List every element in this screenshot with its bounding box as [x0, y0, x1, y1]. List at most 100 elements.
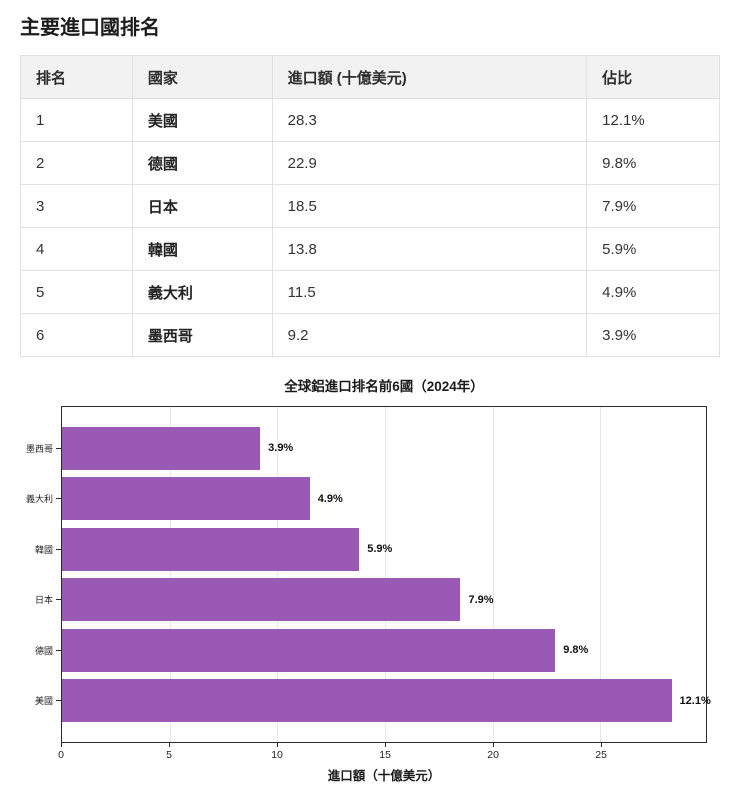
- cell-amount: 28.3: [271, 98, 588, 142]
- cell-share: 9.8%: [586, 141, 720, 185]
- cell-country: 韓國: [131, 227, 273, 271]
- y-axis-category-label: 義大利: [25, 494, 53, 505]
- cell-country: 義大利: [131, 270, 273, 314]
- cell-amount: 11.5: [271, 270, 588, 314]
- y-axis-tick: [56, 498, 61, 500]
- x-axis-tick-label: 20: [487, 749, 499, 761]
- bar-value-label: 7.9%: [468, 593, 494, 606]
- x-axis-tick-label: 5: [166, 749, 172, 761]
- table-header: 排名 國家 進口額 (十億美元) 佔比: [20, 55, 720, 99]
- x-axis-tick: [61, 743, 62, 747]
- importers-table: 排名 國家 進口額 (十億美元) 佔比 1 美國 28.3 12.1% 2 德國 22.9 9…: [20, 55, 720, 357]
- chart-x-axis-title: 進口額（十億美元）: [327, 769, 441, 783]
- cell-amount: 9.2: [271, 313, 588, 357]
- bar-row: 4.9%: [62, 474, 706, 525]
- cell-share: 5.9%: [586, 227, 720, 271]
- cell-rank: 4: [20, 227, 133, 271]
- x-axis-tick-label: 25: [595, 749, 607, 761]
- table-header-row: 排名 國家 進口額 (十億美元) 佔比: [20, 55, 720, 99]
- y-axis-label-row: 日本: [20, 575, 61, 626]
- chart-bar: [62, 578, 461, 622]
- cell-rank: 5: [20, 270, 133, 314]
- cell-share: 3.9%: [586, 313, 720, 357]
- x-axis-tick: [493, 743, 495, 747]
- chart-x-axis: 0 5 10 15 20 25: [58, 743, 707, 765]
- x-axis-tick: [385, 743, 387, 747]
- x-axis-tick-label: 0: [58, 749, 64, 761]
- header-rank: 排名: [20, 55, 133, 99]
- y-axis-label-row: 韓國: [20, 524, 61, 575]
- y-axis-tick: [56, 548, 61, 550]
- bar-value-label: 12.1%: [679, 694, 711, 707]
- header-amount: 進口額 (十億美元): [271, 55, 588, 99]
- cell-rank: 1: [20, 98, 133, 142]
- x-axis-tick: [601, 743, 603, 747]
- chart-bar: [62, 477, 310, 521]
- bar-row: 5.9%: [62, 524, 706, 575]
- gridline: [600, 407, 602, 742]
- bar-row: 7.9%: [62, 575, 706, 626]
- table-row: 5 義大利 11.5 4.9%: [20, 270, 720, 314]
- gridline: [492, 407, 494, 742]
- chart-bar: [62, 527, 360, 571]
- bar-row: 12.1%: [62, 676, 711, 727]
- y-axis-tick: [56, 599, 61, 601]
- cell-share: 7.9%: [586, 184, 720, 228]
- table-row: 6 墨西哥 9.2 3.9%: [20, 313, 720, 357]
- cell-country: 墨西哥: [131, 313, 273, 357]
- y-axis-tick: [56, 649, 61, 651]
- bar-value-label: 5.9%: [367, 543, 393, 556]
- chart-y-axis-labels: 墨西哥義大利韓國日本德國美國: [20, 423, 61, 726]
- y-axis-label-row: 美國: [20, 676, 61, 727]
- header-share: 佔比: [586, 55, 720, 99]
- cell-rank: 2: [20, 141, 133, 185]
- cell-share: 12.1%: [586, 98, 720, 142]
- cell-amount: 13.8: [271, 227, 588, 271]
- cell-amount: 18.5: [271, 184, 588, 228]
- y-axis-label-row: 德國: [20, 625, 61, 676]
- y-axis-tick: [56, 447, 61, 449]
- gridline: [385, 407, 387, 742]
- chart-bar: [62, 426, 261, 470]
- cell-amount: 22.9: [271, 141, 588, 185]
- x-axis-tick: [277, 743, 279, 747]
- chart-title: 全球鋁進口排名前6國（2024年）: [284, 379, 484, 394]
- table-row: 2 德國 22.9 9.8%: [20, 141, 720, 185]
- y-axis-category-label: 美國: [34, 696, 53, 707]
- y-axis-category-label: 德國: [34, 645, 53, 656]
- cell-rank: 3: [20, 184, 133, 228]
- cell-country: 德國: [131, 141, 273, 185]
- chart-bar: [62, 628, 556, 672]
- bar-row: 3.9%: [62, 423, 706, 474]
- table-row: 4 韓國 13.8 5.9%: [20, 227, 720, 271]
- page-title: 主要進口國排名: [20, 17, 160, 39]
- x-axis-tick-label: 10: [271, 749, 283, 761]
- y-axis-category-label: 韓國: [34, 544, 53, 555]
- bar-value-label: 9.8%: [563, 644, 589, 657]
- y-axis-label-row: 墨西哥: [20, 423, 61, 474]
- bar-value-label: 3.9%: [268, 442, 294, 455]
- y-axis-category-label: 墨西哥: [25, 443, 53, 454]
- table-row: 3 日本 18.5 7.9%: [20, 184, 720, 228]
- y-axis-label-row: 義大利: [20, 474, 61, 525]
- chart-plot-area: 3.9% 4.9% 5.9% 7.9% 9.8% 12.1%: [61, 406, 711, 743]
- bar-value-label: 4.9%: [317, 492, 343, 505]
- bar-row: 9.8%: [62, 625, 706, 676]
- x-axis-tick-label: 15: [379, 749, 391, 761]
- y-axis-tick: [56, 700, 61, 702]
- table-body: 1 美國 28.3 12.1% 2 德國 22.9 9.8% 3 日本 18.5 7.9% 4 韓國 13.…: [20, 98, 720, 357]
- gridline: [169, 407, 171, 742]
- table-row: 1 美國 28.3 12.1%: [20, 98, 720, 142]
- gridline: [277, 407, 279, 742]
- x-axis-tick: [169, 743, 171, 747]
- header-country: 國家: [131, 55, 273, 99]
- cell-country: 日本: [131, 184, 273, 228]
- y-axis-category-label: 日本: [34, 595, 53, 606]
- bars-layer: 3.9% 4.9% 5.9% 7.9% 9.8% 12.1%: [62, 423, 711, 727]
- cell-rank: 6: [20, 313, 133, 357]
- bar-chart-figure: 全球鋁進口排名前6國（2024年） 3.9% 4.9% 5.9% 7.9% 9.8% 12…: [20, 357, 720, 787]
- chart-bar: [62, 679, 672, 723]
- cell-country: 美國: [131, 98, 273, 142]
- cell-share: 4.9%: [586, 270, 720, 314]
